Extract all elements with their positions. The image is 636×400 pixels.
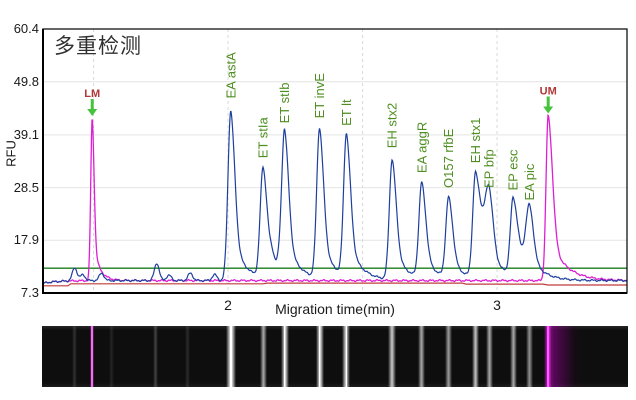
gel-band-faint (108, 326, 114, 387)
gel-band-stIa (259, 326, 267, 387)
peak-label: EP bfp (482, 149, 497, 188)
gel-band-faint (185, 326, 191, 387)
sample-trace (43, 110, 628, 284)
gel-band-rfbE (445, 326, 453, 387)
gel-view (42, 326, 628, 387)
gel-band-stIb-core (283, 326, 286, 387)
peak-label: ET stIa (256, 116, 271, 158)
gel-band-lm-core (91, 326, 94, 387)
chart-title: 多重检测 (54, 35, 142, 58)
x-axis-title: Migration time(min) (275, 301, 395, 317)
peak-label: O157 rfbE (441, 128, 456, 188)
gel-edge-glow (42, 326, 628, 387)
gel-band-um-fade (551, 326, 584, 387)
peak-label: EH stx2 (385, 103, 400, 149)
marker-arrow-stem (546, 96, 550, 107)
peak-label: EH stx1 (468, 118, 483, 164)
marker-arrow-icon (543, 106, 554, 114)
marker-arrow-icon (87, 108, 98, 116)
gel-band-pic (525, 326, 533, 387)
marker-label: LM (84, 88, 100, 100)
peak-label: ET stIb (277, 82, 292, 123)
x-tick-label: 2 (224, 297, 232, 313)
y-tick-label: 17.9 (13, 232, 39, 248)
peak-label: EP esc (506, 149, 521, 190)
gel-band-aggR (418, 326, 426, 387)
plot-border (42, 28, 628, 294)
marker-trace (43, 113, 628, 284)
marker-label: UM (540, 86, 557, 98)
gel-band-stx1 (472, 326, 480, 387)
peak-label: EA pic (522, 163, 537, 200)
gel-band-stx2 (388, 326, 397, 387)
gel-band-faint (152, 326, 158, 387)
peak-label: EA aggR (414, 122, 429, 173)
gel-band-faint (72, 326, 78, 387)
gel-band-invE-core (318, 326, 321, 387)
x-tick-label: 3 (493, 297, 501, 313)
gel-band-astA-core (229, 326, 232, 387)
baseline-red-line (43, 282, 627, 287)
peak-label: ET lt (339, 99, 354, 126)
y-tick-label: 28.5 (13, 179, 39, 195)
y-tick-label: 39.1 (13, 126, 39, 142)
gel-band-bfp (485, 326, 493, 387)
gel-band-esc (509, 326, 517, 387)
marker-arrow-stem (90, 98, 94, 109)
gel-band-um-core (547, 326, 549, 387)
y-tick-label: 49.8 (13, 73, 39, 89)
electropherogram-chart: EA astA ET stIa ET stIb ET invE ET lt EH stx2… (42, 28, 628, 294)
gel-band-lt-core (345, 326, 348, 387)
y-tick-label: 7.3 (20, 285, 39, 300)
peak-label: EA astA (223, 52, 238, 99)
y-tick-label: 60.4 (13, 21, 39, 36)
peak-label: ET invE (312, 73, 327, 119)
